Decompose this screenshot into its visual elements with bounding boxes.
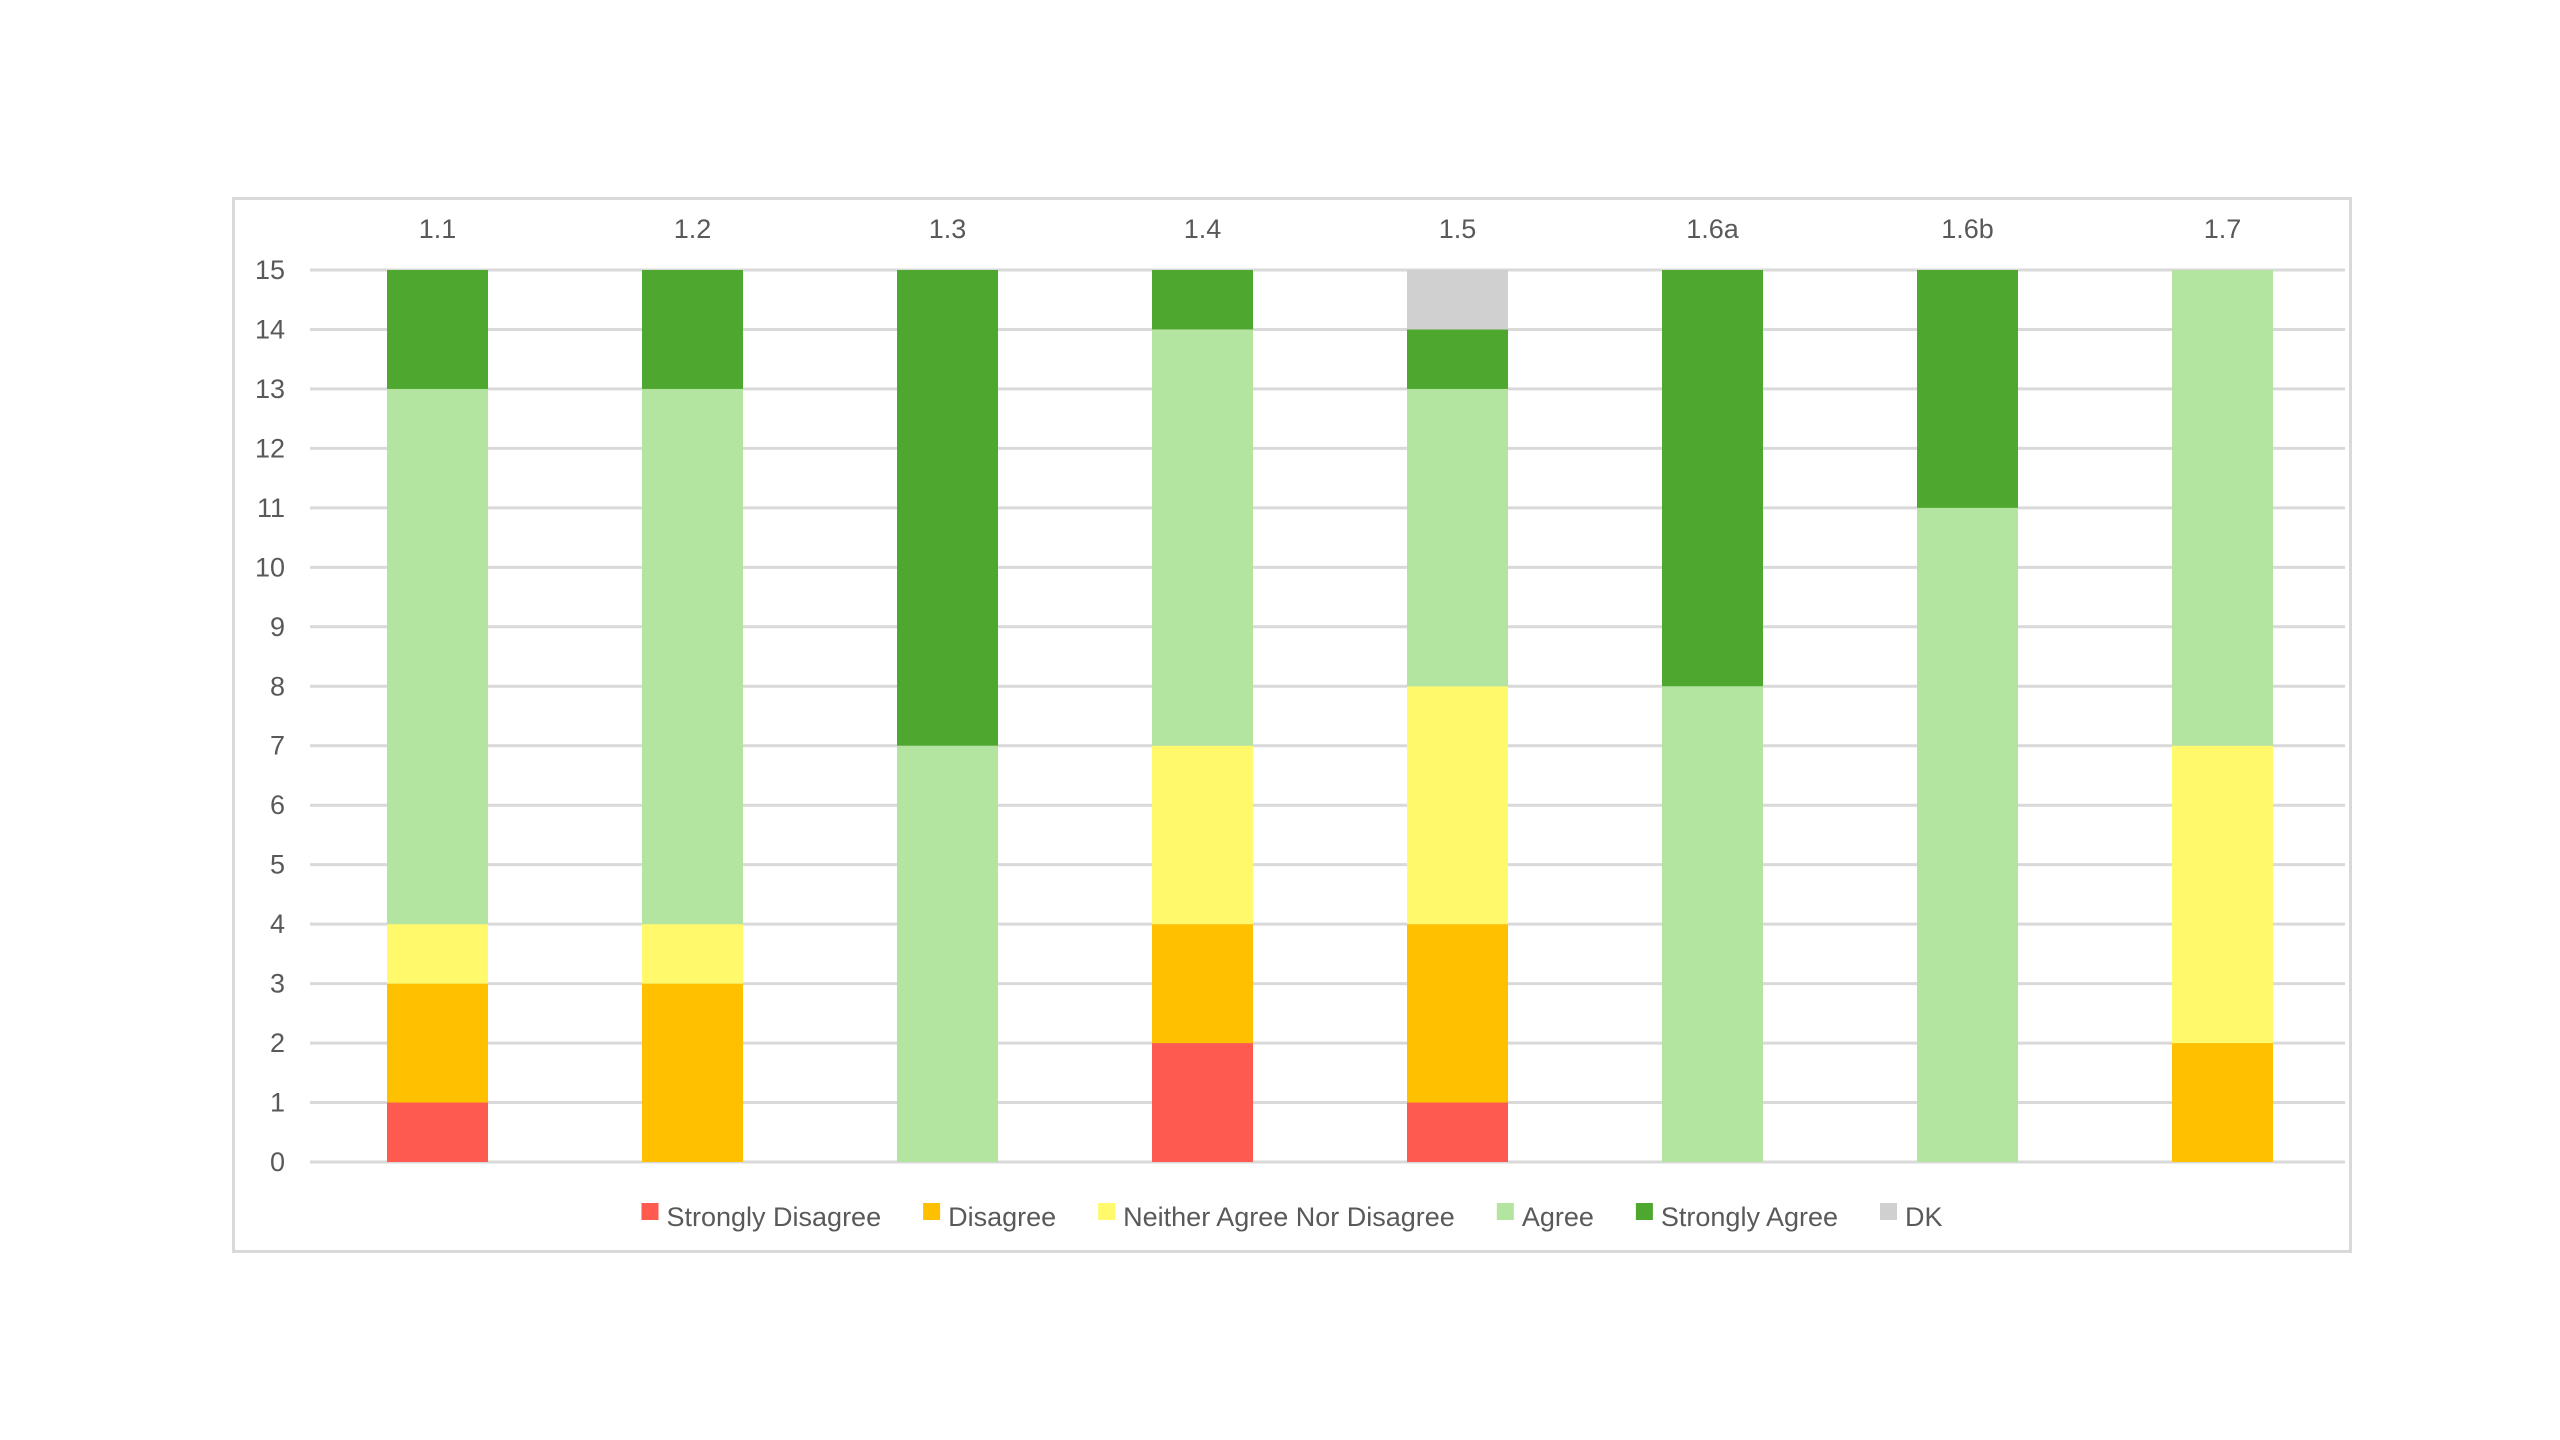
bar-segment-1-4-strongly-agree <box>1152 270 1253 330</box>
category-label: 1.6a <box>1686 214 1740 244</box>
y-tick-label: 4 <box>270 909 285 939</box>
y-tick-label: 3 <box>270 969 285 999</box>
y-tick-label: 7 <box>270 731 285 761</box>
bar-segment-1-4-neither-agree-nor-disagree <box>1152 745 1253 925</box>
y-tick-label: 2 <box>270 1028 285 1058</box>
bar-segment-1-5-disagree <box>1407 924 1508 1103</box>
bar-segment-1-3-strongly-agree <box>897 270 998 746</box>
category-label: 1.4 <box>1184 214 1222 244</box>
category-label: 1.5 <box>1439 214 1477 244</box>
bar-segment-1-6a-agree <box>1662 686 1763 1162</box>
bar-segment-1-1-disagree <box>387 983 488 1103</box>
y-tick-label: 11 <box>257 493 285 523</box>
y-tick-label: 8 <box>270 671 285 701</box>
legend-swatch <box>641 1203 659 1220</box>
legend-label: Disagree <box>948 1202 1056 1232</box>
legend-item-dk: DK <box>1880 1202 1943 1232</box>
legend-item-strongly-agree: Strongly Agree <box>1635 1202 1838 1232</box>
bar-segment-1-5-dk <box>1407 270 1508 330</box>
bar-segment-1-2-agree <box>642 388 743 925</box>
y-tick-label: 15 <box>255 255 285 285</box>
bar-segment-1-5-strongly-agree <box>1407 329 1508 389</box>
bar-segment-1-3-agree <box>897 745 998 1162</box>
y-tick-label: 0 <box>270 1147 285 1177</box>
bar-segment-1-5-agree <box>1407 388 1508 687</box>
bar-segment-1-1-strongly-disagree <box>387 1102 488 1162</box>
y-tick-label: 13 <box>255 374 285 404</box>
bar-segment-1-2-strongly-agree <box>642 270 743 389</box>
y-tick-label: 12 <box>255 433 285 463</box>
y-tick-label: 5 <box>270 850 285 880</box>
bars <box>387 270 2273 1162</box>
legend-label: DK <box>1905 1202 1943 1232</box>
bar-segment-1-1-strongly-agree <box>387 270 488 389</box>
category-label: 1.3 <box>929 214 967 244</box>
bar-segment-1-4-disagree <box>1152 924 1253 1044</box>
category-label: 1.6b <box>1941 214 1994 244</box>
bar-segment-1-6b-agree <box>1917 507 2018 1162</box>
bar-segment-1-4-agree <box>1152 329 1253 746</box>
category-label: 1.7 <box>2204 214 2242 244</box>
legend-item-neither-agree-nor-disagree: Neither Agree Nor Disagree <box>1098 1202 1455 1232</box>
y-tick-label: 1 <box>270 1088 285 1118</box>
grid-lines <box>310 268 2345 1164</box>
legend-swatch <box>1496 1203 1514 1220</box>
legend: Strongly Disagree Disagree Neither Agree N… <box>641 1202 1943 1232</box>
y-tick-label: 14 <box>255 314 285 344</box>
bar-segment-1-6b-strongly-agree <box>1917 270 2018 508</box>
bar-segment-1-2-neither-agree-nor-disagree <box>642 924 743 984</box>
legend-item-agree: Agree <box>1496 1202 1594 1232</box>
legend-label: Strongly Disagree <box>666 1202 881 1232</box>
bar-segment-1-7-neither-agree-nor-disagree <box>2172 745 2273 1044</box>
legend-label: Strongly Agree <box>1661 1202 1838 1232</box>
y-tick-label: 9 <box>270 612 285 642</box>
bar-segment-1-6a-strongly-agree <box>1662 270 1763 687</box>
legend-item-disagree: Disagree <box>923 1202 1056 1232</box>
category-label: 1.1 <box>419 214 457 244</box>
legend-swatch <box>923 1203 941 1220</box>
category-labels: 1.1 1.2 1.3 1.4 1.5 1.6a 1.6b 1.7 <box>419 214 2242 244</box>
legend-item-strongly-disagree: Strongly Disagree <box>641 1202 881 1232</box>
bar-segment-1-7-disagree <box>2172 1043 2273 1162</box>
legend-label: Neither Agree Nor Disagree <box>1123 1202 1455 1232</box>
legend-swatch <box>1880 1203 1897 1220</box>
bar-segment-1-4-strongly-disagree <box>1152 1043 1253 1162</box>
bar-segment-1-5-neither-agree-nor-disagree <box>1407 686 1508 925</box>
y-tick-label: 6 <box>270 790 285 820</box>
legend-swatch <box>1635 1203 1653 1220</box>
bar-segment-1-1-neither-agree-nor-disagree <box>387 924 488 984</box>
y-tick-label: 10 <box>255 552 285 582</box>
bar-segment-1-7-agree <box>2172 270 2273 746</box>
category-label: 1.2 <box>674 214 712 244</box>
chart-frame: 0 1 2 3 4 5 6 7 8 9 10 11 12 13 14 15 1.1 1.2 1.3 1.4 1.5 1.… <box>232 197 2352 1253</box>
bar-segment-1-1-agree <box>387 388 488 925</box>
legend-swatch <box>1098 1203 1116 1220</box>
bar-segment-1-2-disagree <box>642 983 743 1162</box>
bar-segment-1-5-strongly-disagree <box>1407 1102 1508 1162</box>
legend-label: Agree <box>1522 1202 1594 1232</box>
